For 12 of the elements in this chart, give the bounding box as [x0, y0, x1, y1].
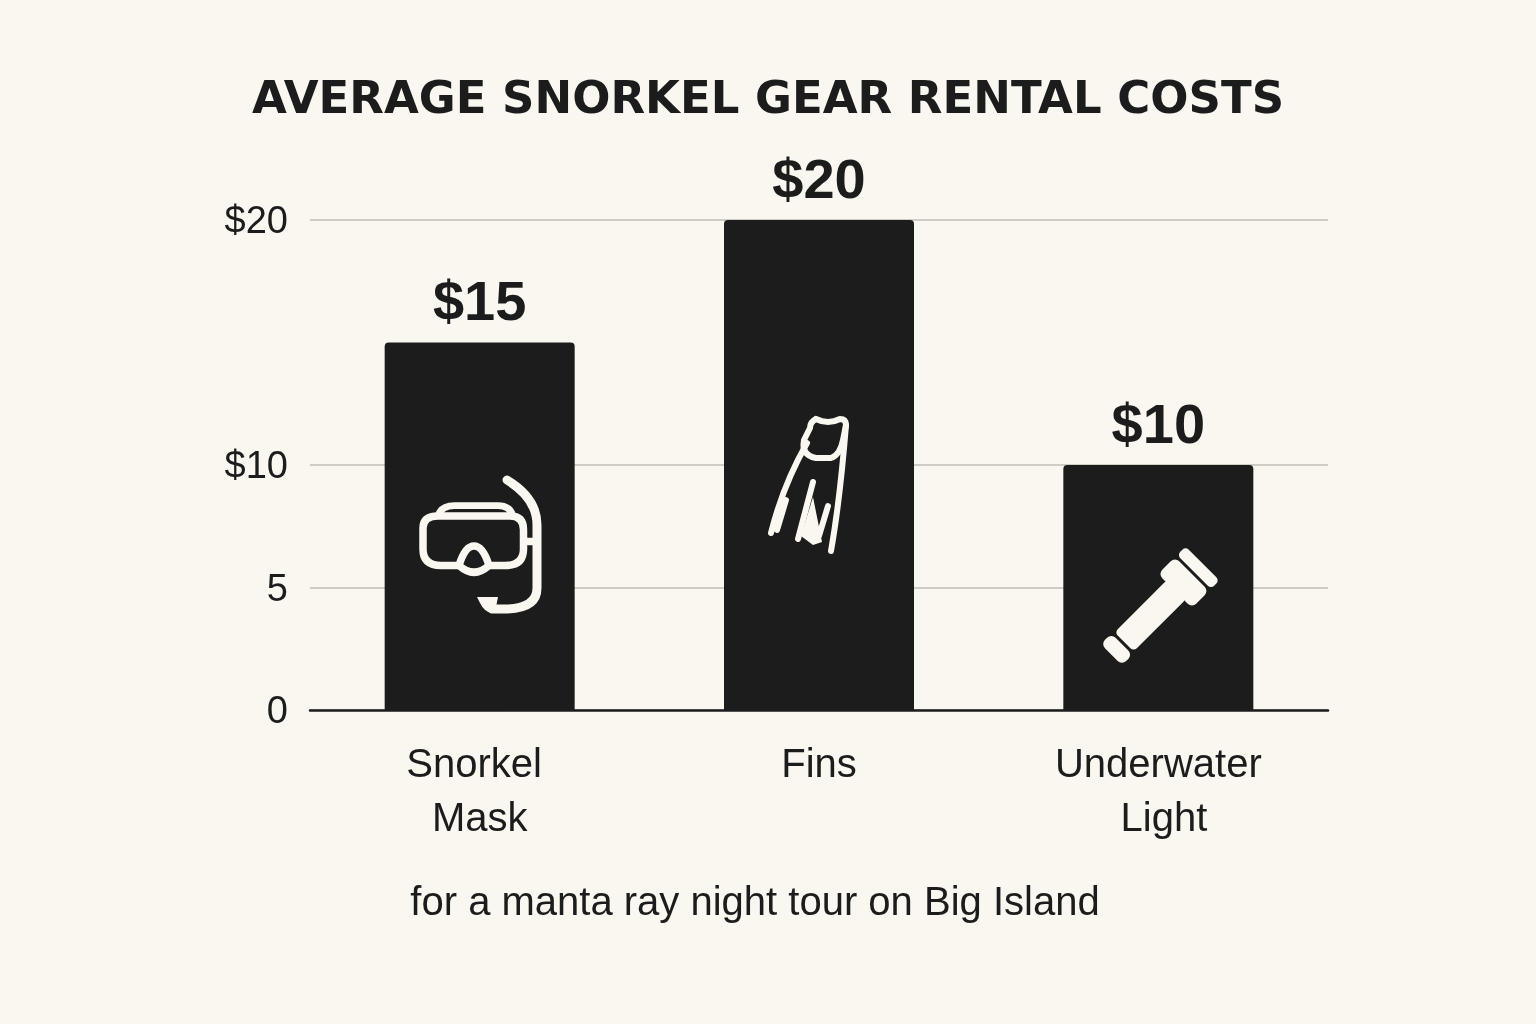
- chart-title: AVERAGE SNORKEL GEAR RENTAL COSTS: [251, 71, 1285, 124]
- data-label: $20: [772, 146, 866, 210]
- x-tick-label: Underwater Light: [1054, 741, 1262, 839]
- y-tick-label: $20: [224, 199, 288, 241]
- data-label: $15: [432, 269, 527, 332]
- x-tick-label: Fins: [781, 741, 857, 785]
- y-tick-label: $10: [224, 444, 288, 486]
- text: for a manta ray night tour on Big Island: [410, 879, 1100, 923]
- x-tick-label: Snorkel Mask: [406, 741, 554, 839]
- y-tick-label: 0: [266, 689, 288, 731]
- y-tick-label: 5: [266, 566, 288, 609]
- data-label: $10: [1111, 391, 1206, 455]
